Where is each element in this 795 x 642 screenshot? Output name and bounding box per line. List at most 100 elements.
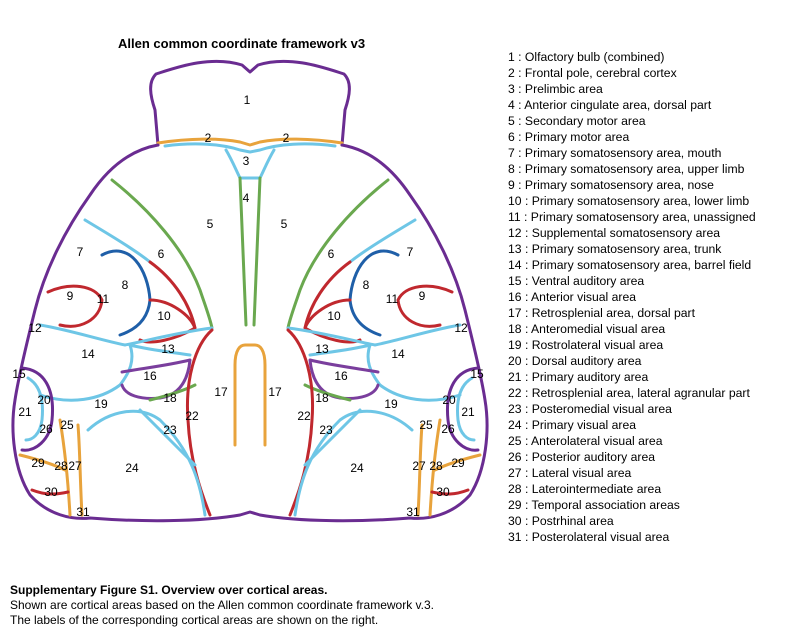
mouth-divider-left xyxy=(83,218,152,264)
area-number-label: 20 xyxy=(442,393,456,407)
area-number-label: 11 xyxy=(386,292,399,306)
area-number-label: 14 xyxy=(391,347,405,361)
area-number-label: 14 xyxy=(81,347,95,361)
legend-item: 2 : Frontal pole, cerebral cortex xyxy=(508,66,677,80)
mouth-divider-right xyxy=(348,218,417,264)
legend-item: 11 : Primary somatosensory area, unassig… xyxy=(508,210,756,224)
area-number-label: 16 xyxy=(334,369,348,383)
area-number-label: 20 xyxy=(37,393,51,407)
legend-item: 7 : Primary somatosensory area, mouth xyxy=(508,146,722,160)
area-number-label: 5 xyxy=(207,217,214,231)
rsp-dorsal-outline xyxy=(233,343,267,447)
legend-item: 26 : Posterior auditory area xyxy=(508,450,656,464)
legend-item: 10 : Primary somatosensory area, lower l… xyxy=(508,194,750,208)
legend-item: 23 : Posteromedial visual area xyxy=(508,402,672,416)
area-number-label: 29 xyxy=(451,456,465,470)
lateral-left xyxy=(58,418,72,517)
legend-item: 29 : Temporal association areas xyxy=(508,498,680,512)
li-right xyxy=(416,423,424,517)
legend-item: 13 : Primary somatosensory area, trunk xyxy=(508,242,722,256)
motor-lower-right xyxy=(303,260,352,330)
area-number-label: 31 xyxy=(76,505,90,519)
area-number-label: 9 xyxy=(419,289,426,303)
area-number-label: 12 xyxy=(454,321,468,335)
area-number-label: 8 xyxy=(363,278,370,292)
barrel-left-bottom xyxy=(38,343,134,402)
legend-item: 12 : Supplemental somatosensory area xyxy=(508,226,721,240)
area-number-label: 7 xyxy=(77,245,84,259)
area-number-label: 18 xyxy=(315,391,329,405)
auditory-left xyxy=(20,366,55,452)
midline-left xyxy=(238,176,248,327)
area-number-label: 30 xyxy=(44,485,58,499)
motor-divider-left xyxy=(110,178,214,330)
lower-limb-left xyxy=(138,298,197,344)
area-number-label: 15 xyxy=(12,367,26,381)
legend-item: 5 : Secondary motor area xyxy=(508,114,646,128)
area-number-label: 13 xyxy=(315,342,329,356)
area-number-label: 6 xyxy=(328,247,335,261)
area-number-label: 17 xyxy=(268,385,282,399)
area-number-label: 26 xyxy=(441,422,455,436)
caption-line-2: The labels of the corresponding cortical… xyxy=(10,613,379,627)
motor-divider-right xyxy=(286,178,390,330)
area-number-label: 21 xyxy=(18,405,32,419)
area-number-label: 27 xyxy=(68,459,82,473)
legend-item: 25 : Anterolateral visual area xyxy=(508,434,663,448)
frontal-pole-line xyxy=(156,137,344,147)
frontal-pole-inner-line xyxy=(163,142,337,154)
area-number-label: 2 xyxy=(283,131,290,145)
area-number-label: 6 xyxy=(158,247,165,261)
am-right xyxy=(303,383,352,402)
cortex-outline xyxy=(11,143,489,523)
legend-item: 31 : Posterolateral visual area xyxy=(508,530,670,544)
area-number-label: 4 xyxy=(243,191,250,205)
caption-title: Supplementary Figure S1. Overview over c… xyxy=(10,583,328,597)
v1-left xyxy=(86,409,207,517)
legend-item: 27 : Lateral visual area xyxy=(508,466,632,480)
area-number-label: 10 xyxy=(327,309,341,323)
legend-item: 3 : Prelimbic area xyxy=(508,82,603,96)
trunk-left xyxy=(128,343,192,357)
area-number-label: 18 xyxy=(163,391,177,405)
legend-item: 14 : Primary somatosensory area, barrel … xyxy=(508,258,752,272)
anterior-visual-right xyxy=(308,358,380,400)
postrhinal-right xyxy=(430,488,470,496)
nose-right xyxy=(396,284,454,328)
legend-item: 30 : Postrhinal area xyxy=(508,514,614,528)
legend-item: 22 : Retrosplenial area, lateral agranul… xyxy=(508,386,750,400)
lateral-right xyxy=(428,418,442,517)
area-number-label: 11 xyxy=(97,292,110,306)
v1-right xyxy=(293,409,414,517)
postrhinal-left xyxy=(30,488,70,496)
legend-item: 17 : Retrosplenial area, dorsal part xyxy=(508,306,695,320)
area-number-label: 23 xyxy=(319,423,333,437)
auditory-left-inner xyxy=(24,376,44,442)
area-number-label: 3 xyxy=(243,154,250,168)
tea-left xyxy=(18,453,67,472)
legend-item: 15 : Ventral auditory area xyxy=(508,274,645,288)
area-number-label: 30 xyxy=(436,485,450,499)
auditory-right-inner xyxy=(456,376,476,442)
area-number-label: 1 xyxy=(244,93,251,107)
tea-right xyxy=(433,453,482,472)
lower-limb-right xyxy=(303,298,362,344)
legend-item: 19 : Rostrolateral visual area xyxy=(508,338,664,352)
area-number-label: 31 xyxy=(406,505,420,519)
area-number-label: 2 xyxy=(205,131,212,145)
area-number-label: 7 xyxy=(407,245,414,259)
figure-caption: Supplementary Figure S1. Overview over c… xyxy=(10,583,434,628)
legend-item: 24 : Primary visual area xyxy=(508,418,637,432)
area-number-label: 28 xyxy=(54,459,68,473)
area-number-label: 19 xyxy=(384,397,398,411)
prelimbic-outline xyxy=(224,148,276,180)
area-number-label: 21 xyxy=(461,405,475,419)
barrel-left-top xyxy=(38,323,214,347)
area-number-label: 28 xyxy=(429,459,443,473)
area-number-label: 22 xyxy=(297,409,311,423)
legend-item: 9 : Primary somatosensory area, nose xyxy=(508,178,714,192)
area-number-label: 12 xyxy=(28,321,42,335)
anterior-visual-left xyxy=(120,358,192,400)
auditory-right xyxy=(445,366,480,452)
legend-item: 8 : Primary somatosensory area, upper li… xyxy=(508,162,745,176)
